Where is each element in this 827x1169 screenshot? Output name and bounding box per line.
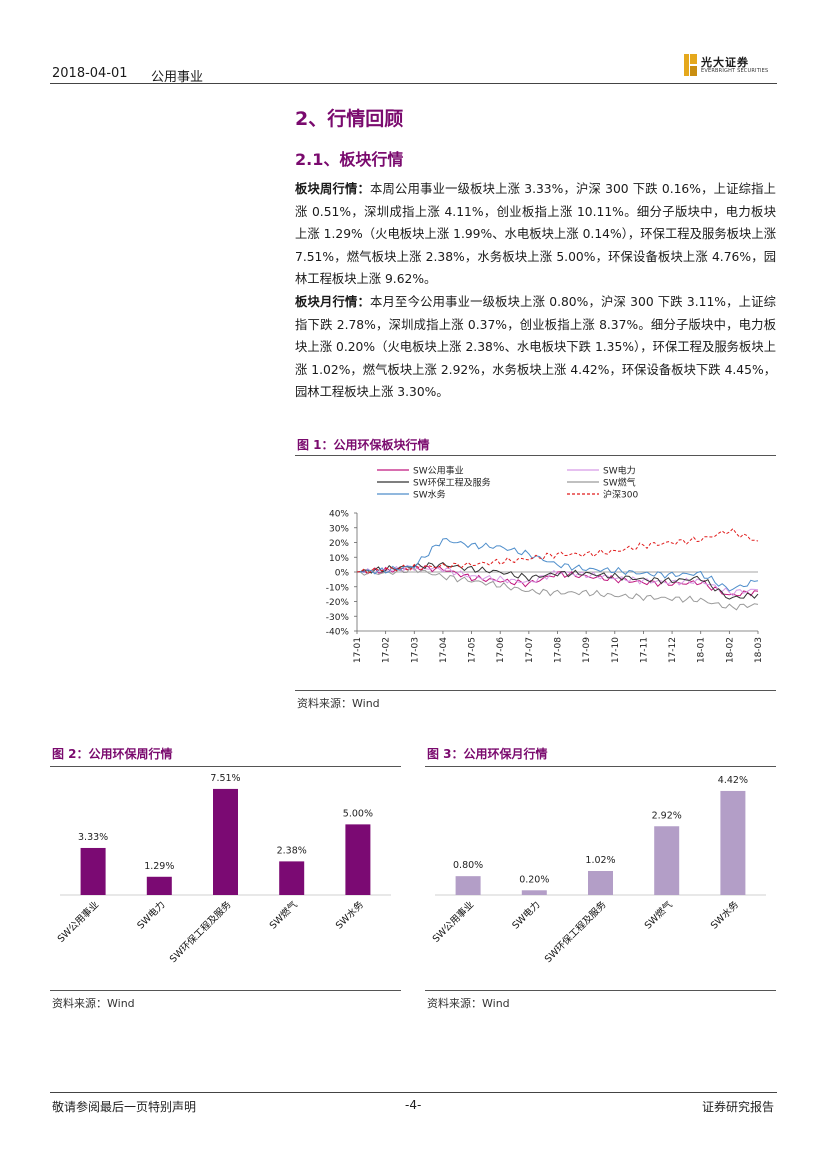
bar [279,861,305,895]
fig2-title: 图 2：公用环保周行情 [52,747,173,761]
y-tick-label: -30% [326,613,350,623]
x-tick-label: 17-06 [496,637,506,663]
fig3-bottom-rule [425,990,776,991]
y-tick-label: 10% [329,554,349,564]
fig1-line-chart: SW公用事业 SW电力 SW环保工程及服务 SW燃气 SW水务 沪深300 40% 30% 20… [326,465,764,664]
data-label: 5.00% [343,808,373,819]
category-label: SW燃气 [642,898,675,931]
x-tick-label: 17-10 [611,637,621,663]
fig3-source: 资料来源：Wind [427,997,510,1010]
data-label: 3.33% [78,832,108,843]
data-label: 0.80% [453,860,483,871]
x-tick-label: 17-12 [668,637,678,663]
data-label: 0.20% [519,874,549,885]
y-tick-label: 40% [329,510,349,520]
fig1-top-rule [295,455,776,456]
bar [213,788,238,895]
x-tick-label: 17-09 [582,637,592,663]
paragraph-weekly-text: 本周公用事业一级板块上涨 3.33%，沪深 300 下跌 0.16%，上证综指上… [295,182,776,286]
logo-text-cn: 光大证券 [701,56,749,69]
bar [654,826,680,895]
footer-report-type: 证券研究报告 [702,1100,775,1114]
series-line [356,564,759,597]
fig2-source: 资料来源：Wind [52,997,135,1010]
data-label: 1.02% [585,855,615,866]
fig1-title: 图 1：公用环保板块行情 [297,438,430,452]
paragraph-weekly: 板块周行情：本周公用事业一级板块上涨 3.33%，沪深 300 下跌 0.16%… [295,178,776,291]
x-tick-label: 17-05 [468,637,478,663]
legend-label: 沪深300 [603,489,638,501]
category-label: SW公用事业 [430,899,476,945]
x-tick-label: 17-04 [439,637,449,663]
x-tick-label: 17-08 [554,637,564,663]
fig3-title: 图 3：公用环保月行情 [427,747,548,761]
section-subtitle: 2.1、板块行情 [295,150,404,169]
data-label: 2.38% [277,845,307,856]
data-label: 2.92% [652,810,682,821]
y-tick-label: 20% [329,539,349,549]
logo-mark-icon [684,54,697,76]
header-date: 2018-04-01 [52,66,128,81]
footer-divider [50,1092,777,1093]
x-tick-label: 17-11 [639,637,649,663]
legend-label: SW环保工程及服务 [413,477,491,489]
bar [720,790,746,895]
series-line [356,565,759,611]
category-label: SW电力 [135,899,168,932]
category-label: SW环保工程及服务 [542,898,609,965]
category-label: SW电力 [510,899,543,932]
series-line [356,527,759,575]
fig3-bar-chart: 0.80% SW公用事业 0.20% SW电力 1.02% SW环保工程及服务 2.92% S… [430,775,766,965]
series-line [356,561,759,600]
y-tick-label: -10% [326,583,350,593]
category-label: SW水务 [333,898,366,931]
company-logo: 光大证券 EVERBRIGHT SECURITIES [684,54,776,78]
y-tick-label: -40% [326,628,350,638]
legend-label: SW燃气 [603,477,636,489]
data-label: 4.42% [718,775,748,786]
paragraph-monthly: 板块月行情：本月至今公用事业一级板块上涨 0.80%，沪深 300 下跌 3.1… [295,291,776,404]
bar [588,870,613,895]
bar [80,847,106,895]
category-label: SW环保工程及服务 [167,898,234,965]
header-sector: 公用事业 [151,70,204,85]
fig1-source: 资料来源：Wind [297,697,380,710]
x-tick-label: 18-03 [754,637,764,663]
y-tick-label: 30% [329,524,349,534]
x-tick-label: 18-02 [725,637,735,663]
paragraph-weekly-label: 板块周行情： [295,182,371,196]
x-tick-label: 17-07 [525,637,535,663]
footer-disclaimer: 敬请参阅最后一页特别声明 [52,1100,197,1114]
x-tick-label: 17-02 [382,637,392,663]
data-label: 1.29% [144,861,174,872]
fig2-bar-chart: 3.33% SW公用事业 1.29% SW电力 7.51% SW环保工程及服务 2.38% S… [55,773,391,965]
legend-label: SW电力 [603,465,636,477]
bar [521,890,547,895]
paragraph-monthly-text: 本月至今公用事业一级板块上涨 0.80%，沪深 300 下跌 3.11%，上证综… [295,295,776,399]
logo-text-en: EVERBRIGHT SECURITIES [701,68,769,74]
x-tick-label: 17-01 [353,637,363,663]
x-tick-label: 18-01 [697,637,707,663]
paragraph-monthly-label: 板块月行情： [295,295,371,309]
y-tick-label: -20% [326,598,350,608]
section-title: 2、行情回顾 [295,108,404,130]
x-tick-label: 17-03 [410,637,420,663]
fig3-top-rule [425,766,776,767]
header-divider [50,83,777,84]
legend-label: SW公用事业 [413,465,464,477]
data-label: 7.51% [210,773,240,784]
category-label: SW燃气 [267,898,300,931]
bar [455,876,481,895]
bar [345,824,371,895]
legend-label: SW水务 [413,489,446,501]
footer-page-number: -4- [405,1098,422,1112]
series-line [356,537,759,592]
fig1-bottom-rule [295,690,776,691]
category-label: SW水务 [708,898,741,931]
fig2-bottom-rule [50,990,401,991]
y-tick-label: 0% [335,569,350,579]
bar [146,876,172,895]
category-label: SW公用事业 [55,899,101,945]
fig2-top-rule [50,766,401,767]
